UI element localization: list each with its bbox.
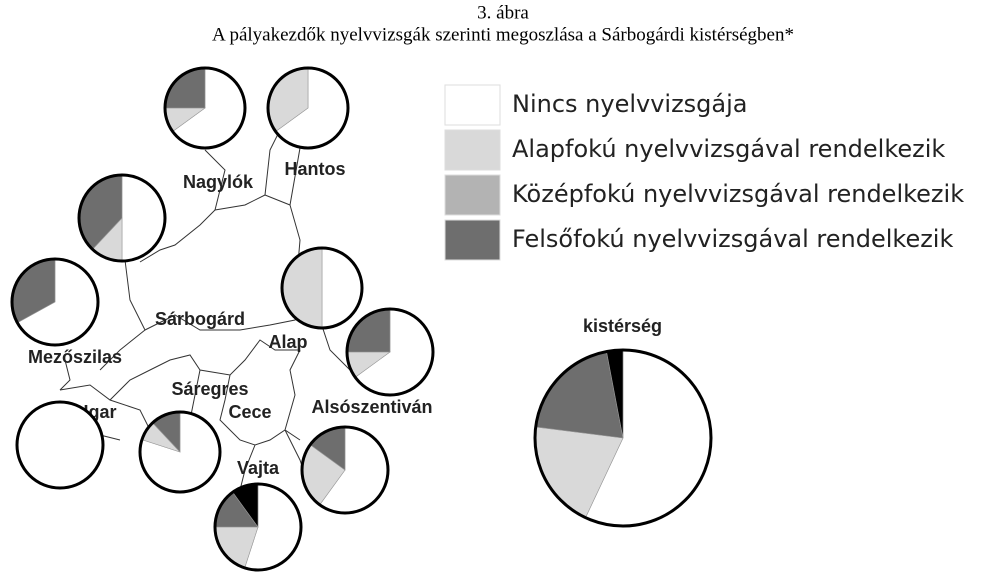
place-label: Mezőszilas xyxy=(28,347,122,367)
pie-slice xyxy=(281,247,323,329)
legend-swatch xyxy=(444,219,501,261)
pie-outline xyxy=(280,246,364,330)
pie-outline xyxy=(300,425,390,515)
place-label: Sárbogárd xyxy=(155,309,245,329)
place-label: Vajta xyxy=(237,458,280,478)
place-label: Sáregres xyxy=(171,379,248,399)
pie-outline xyxy=(77,173,167,263)
pie-slice xyxy=(121,174,166,262)
total-label: kistérség xyxy=(583,316,662,336)
pie-outline xyxy=(266,66,350,150)
place-label: Alsószentiván xyxy=(311,397,432,417)
pie-outline xyxy=(213,482,303,572)
pie-slice xyxy=(321,247,363,329)
legend-label: Középfokú nyelvvizsgával rendelkezik xyxy=(512,180,964,208)
legend-label: Felsőfokú nyelvvizsgával rendelkezik xyxy=(512,225,953,253)
place-label: Alap xyxy=(268,332,307,352)
pie-outline xyxy=(15,400,105,490)
legend-swatch xyxy=(444,129,501,171)
figure-title: A pályakezdők nyelvvizsgák szerinti mego… xyxy=(212,24,794,45)
legend-label: Nincs nyelvvizsgája xyxy=(512,90,748,118)
pie-outline xyxy=(10,257,100,347)
place-label: Cece xyxy=(228,402,271,422)
legend-swatch xyxy=(444,174,501,216)
pie-outline xyxy=(533,348,713,528)
pie-outline xyxy=(163,66,247,150)
pie-outline xyxy=(138,410,222,494)
place-label: Hantos xyxy=(284,159,345,179)
place-label: Nagylók xyxy=(183,172,254,192)
legend-swatch xyxy=(444,84,501,126)
figure-number: 3. ábra xyxy=(477,2,529,23)
pie-outline xyxy=(345,307,435,397)
legend-label: Alapfokú nyelvvizsgával rendelkezik xyxy=(512,135,945,163)
